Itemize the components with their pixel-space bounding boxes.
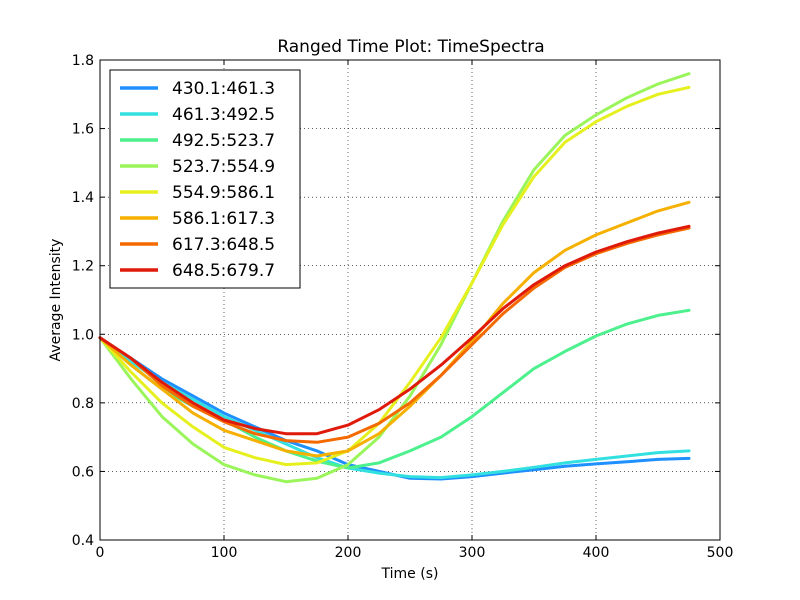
y-tick-label: 0.8 [72,396,94,412]
x-tick-label: 100 [211,545,238,561]
series-line-1 [98,336,691,480]
y-tick-label: 0.4 [72,533,94,549]
axis-ticks: 0 100 200 300 400 500 0.4 0.6 0.8 1.0 1.2 1.4 1.6 1.8 [72,53,734,561]
series-line-4 [98,85,691,467]
legend: 430.1:461.3 461.3:492.5 492.5:523.7 523.7:5… [109,69,301,289]
y-tick-label: 1.0 [72,327,94,343]
legend-entry-label: 492.5:523.7 [172,131,275,151]
y-tick-label: 1.2 [72,259,94,275]
x-tick-label: 0 [96,545,105,561]
y-tick-label: 1.4 [72,190,94,206]
x-tick-label: 300 [459,545,486,561]
chart-title: Ranged Time Plot: TimeSpectra [277,37,544,57]
x-tick-label: 500 [707,545,734,561]
legend-entry-label: 586.1:617.3 [172,209,275,229]
x-tick-label: 400 [583,545,610,561]
legend-entry-label: 554.9:586.1 [172,183,275,203]
legend-entry-label: 523.7:554.9 [172,157,275,177]
x-tick-label: 200 [335,545,362,561]
series-line-7 [98,224,691,436]
x-axis-label: Time (s) [381,566,439,582]
y-tick-label: 0.6 [72,464,94,480]
legend-entry-label: 617.3:648.5 [172,235,275,255]
series-line-6 [98,226,691,444]
legend-entry-label: 461.3:492.5 [172,105,275,125]
legend-entry-label: 648.5:679.7 [172,261,275,281]
plot-frame [99,59,721,541]
y-tick-label: 1.8 [72,53,94,69]
series-lines [98,72,691,484]
y-axis-label: Average Intensity [48,239,64,362]
legend-box [109,69,301,289]
y-tick-label: 1.6 [72,122,94,138]
series-line-3 [98,72,691,484]
legend-entry-label: 430.1:461.3 [172,79,275,99]
series-line-5 [98,200,691,458]
